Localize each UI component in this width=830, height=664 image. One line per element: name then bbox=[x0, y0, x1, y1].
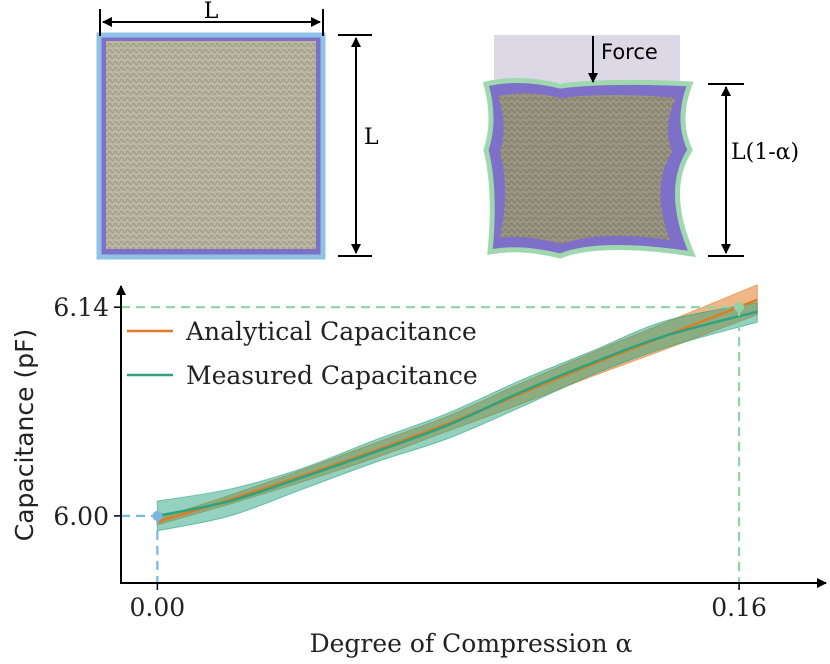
compressed-height-label: L(1-α) bbox=[731, 140, 799, 165]
line-measured bbox=[157, 310, 758, 518]
height-dimension-arrow bbox=[338, 34, 372, 257]
compressed-sample-photo bbox=[482, 35, 697, 259]
force-label: Force bbox=[601, 40, 658, 64]
width-label: L bbox=[204, 0, 219, 24]
series-lines bbox=[156, 298, 758, 524]
y-axis-title: Capacitance (pF) bbox=[10, 329, 39, 541]
reference-guides bbox=[121, 302, 745, 583]
capacitance-chart: 0.00 0.16 6.00 6.14 Analytical Capacitance … bbox=[10, 284, 827, 658]
height-label: L bbox=[364, 125, 379, 150]
uncompressed-sample-photo bbox=[96, 32, 326, 260]
legend: Analytical Capacitance Measured Capacita… bbox=[127, 317, 478, 390]
width-dimension-arrow bbox=[99, 9, 324, 36]
ref-point-start bbox=[152, 510, 163, 521]
y-tick-label: 6.00 bbox=[53, 502, 109, 531]
compressed-height-arrow bbox=[708, 83, 744, 257]
x-tick-label: 0.16 bbox=[711, 593, 767, 622]
axes bbox=[116, 285, 827, 588]
y-tick-label: 6.14 bbox=[53, 293, 109, 322]
axis-ticks: 0.00 0.16 6.00 6.14 bbox=[53, 293, 767, 622]
ref-point-end bbox=[734, 302, 745, 313]
x-axis-title: Degree of Compression α bbox=[310, 629, 633, 658]
legend-label-measured: Measured Capacitance bbox=[186, 361, 478, 390]
legend-label-analytical: Analytical Capacitance bbox=[185, 317, 477, 346]
x-tick-label: 0.00 bbox=[130, 593, 186, 622]
